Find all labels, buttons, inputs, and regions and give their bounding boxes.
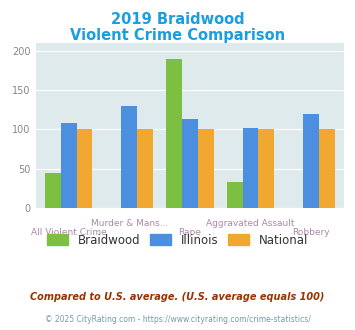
Legend: Braidwood, Illinois, National: Braidwood, Illinois, National (43, 229, 312, 251)
Text: Compared to U.S. average. (U.S. average equals 100): Compared to U.S. average. (U.S. average … (30, 292, 325, 302)
Bar (198, 129, 214, 208)
Bar (61, 123, 77, 208)
Bar (121, 106, 137, 208)
Bar (303, 114, 319, 208)
Bar (319, 129, 335, 208)
Text: Violent Crime Comparison: Violent Crime Comparison (70, 28, 285, 43)
Text: Rape: Rape (179, 228, 201, 237)
Text: Murder & Mans...: Murder & Mans... (91, 219, 168, 228)
Text: © 2025 CityRating.com - https://www.cityrating.com/crime-statistics/: © 2025 CityRating.com - https://www.city… (45, 315, 310, 324)
Bar (227, 182, 242, 208)
Bar (242, 128, 258, 208)
Bar (45, 173, 61, 208)
Text: All Violent Crime: All Violent Crime (31, 228, 107, 237)
Text: Robbery: Robbery (292, 228, 330, 237)
Bar (258, 129, 274, 208)
Bar (166, 59, 182, 208)
Bar (137, 129, 153, 208)
Text: 2019 Braidwood: 2019 Braidwood (111, 12, 244, 26)
Bar (77, 129, 92, 208)
Bar (182, 119, 198, 208)
Text: Aggravated Assault: Aggravated Assault (206, 219, 295, 228)
